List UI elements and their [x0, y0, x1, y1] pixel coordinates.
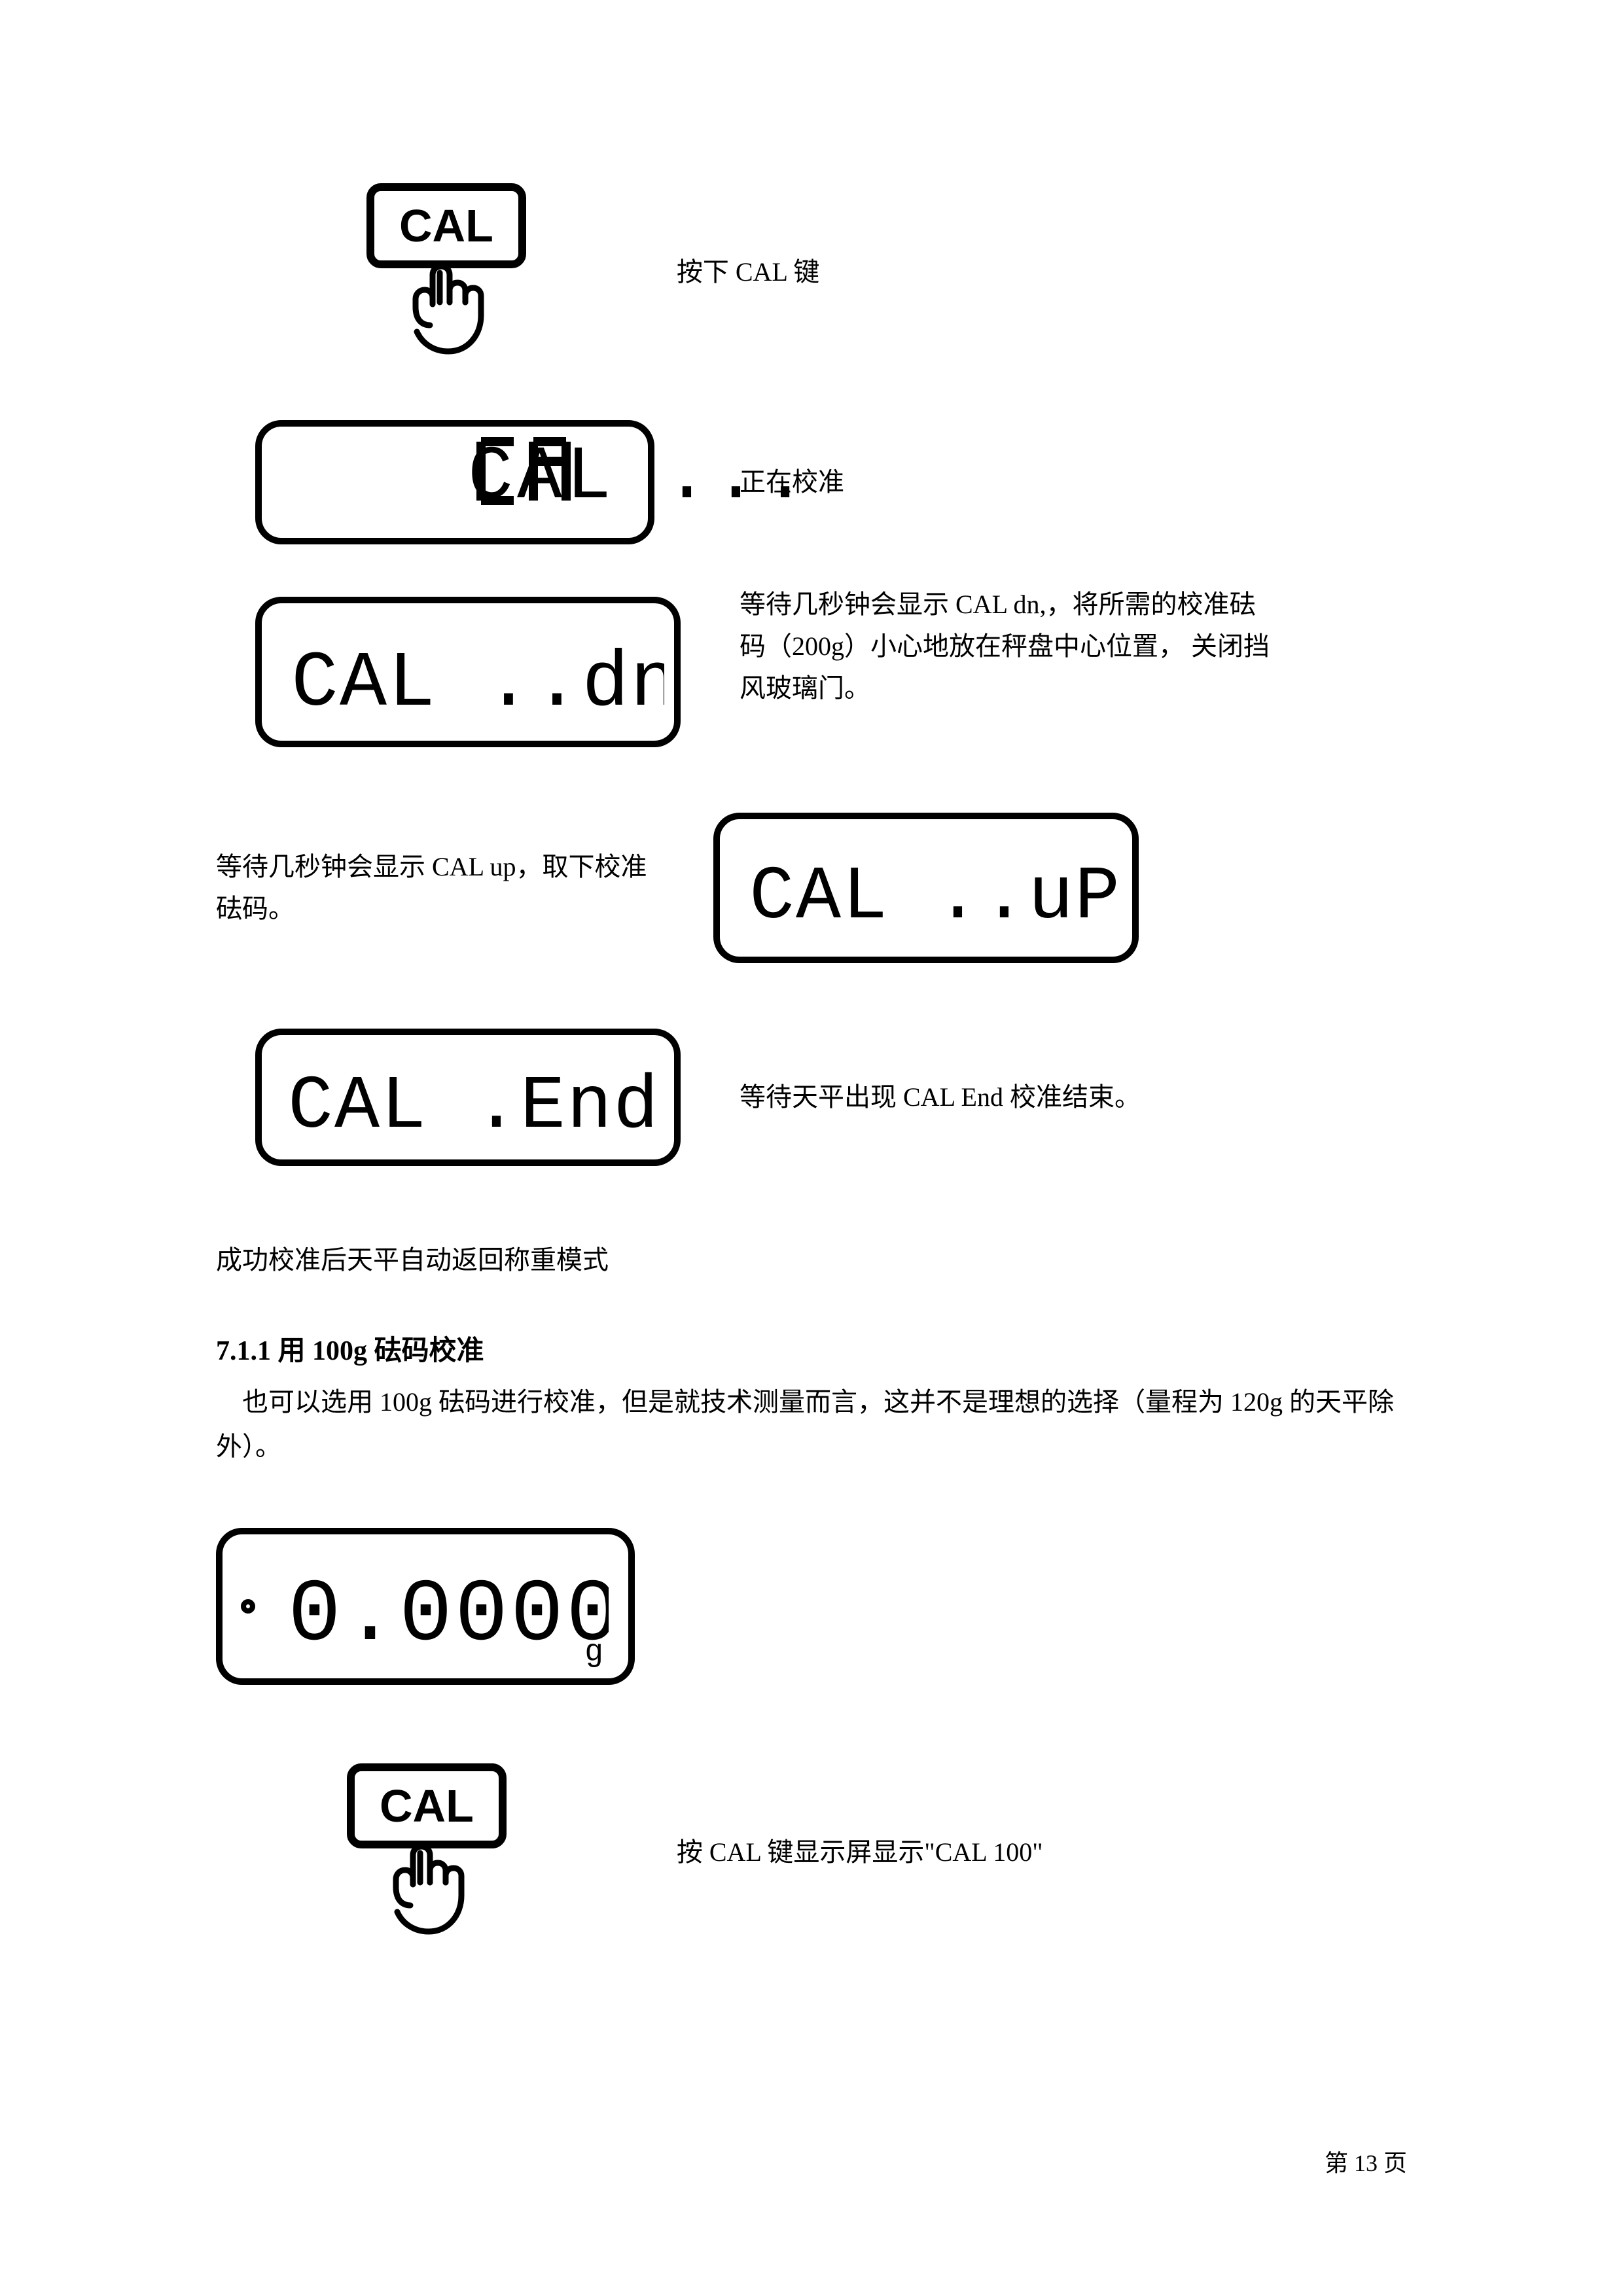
svg-text:CAL ..uP: CAL ..uP [749, 855, 1121, 940]
step-4-row: 等待几秒钟会显示 CAL up，取下校准砝码。 CAL ..uP [216, 813, 1407, 963]
lcd-cal-dn: CAL ..dn [255, 597, 681, 747]
stable-indicator-icon [241, 1599, 255, 1614]
step-6-row: CAL 按 CAL 键显示屏显示"CAL 100" [347, 1763, 1407, 1941]
section-heading: 7.1.1 用 100g 砝码校准 [216, 1328, 1407, 1368]
page: CAL 按下 CAL 键 [0, 0, 1623, 2296]
cal-button-2[interactable]: CAL [347, 1763, 507, 1848]
section-number: 7.1.1 [216, 1336, 271, 1366]
lcd-svg-cal-dots: CAL ... [455, 425, 821, 517]
lcd-cal-up: CAL ..uP [713, 813, 1139, 963]
svg-text:CAL ...: CAL ... [468, 434, 812, 517]
zero-display-row: 0.0000 g [216, 1528, 1407, 1685]
section-body: 也可以选用 100g 砝码进行校准，但是就技术测量而言，这并不是理想的选择（量程… [216, 1380, 1407, 1469]
lcd-cal-end: CAL .End [255, 1029, 681, 1166]
cal-button[interactable]: CAL [366, 183, 526, 268]
step-3-row: CAL ..dn 等待几秒钟会显示 CAL dn,，将所需的校准砝码（200g）… [255, 584, 1407, 747]
after-note: 成功校准后天平自动返回称重模式 [216, 1238, 1407, 1282]
lcd-cal-dots-text: CAL ... [88, 344, 821, 621]
step-4-text: 等待几秒钟会显示 CAL up，取下校准砝码。 [216, 846, 713, 930]
section-title: 用 100g 砝码校准 [278, 1336, 484, 1366]
step-6-text: 按 CAL 键显示屏显示"CAL 100" [507, 1831, 1407, 1873]
step-5-text: 等待天平出现 CAL End 校准结束。 [681, 1076, 1407, 1118]
press-finger-icon-2 [381, 1843, 473, 1941]
footer-page-number: 13 [1354, 2150, 1378, 2176]
lcd-zero: 0.0000 g [216, 1528, 635, 1685]
lcd-zero-unit: g [584, 1635, 603, 1670]
page-footer: 第 13 页 [1325, 2144, 1407, 2178]
lcd-zero-value: 0.0000 [288, 1566, 609, 1666]
step-5-row: CAL .End 等待天平出现 CAL End 校准结束。 [255, 1029, 1407, 1166]
cal-button-graphic: CAL [366, 183, 526, 361]
footer-prefix: 第 [1325, 2150, 1354, 2176]
step-1-row: CAL 按下 CAL 键 [366, 183, 1407, 361]
step-2-row: CAL ... 正在校准 [255, 420, 1407, 544]
footer-suffix: 页 [1378, 2150, 1407, 2176]
cal-button-graphic-2: CAL [347, 1763, 507, 1941]
lcd-cal-dots: CAL ... [255, 420, 654, 544]
svg-text:CAL ..dn: CAL ..dn [291, 640, 664, 729]
lcd-svg-cal-end: CAL .End [272, 1042, 664, 1153]
lcd-svg-zero: 0.0000 [242, 1541, 609, 1672]
step-1-text: 按下 CAL 键 [526, 251, 1407, 293]
svg-text:CAL .End: CAL .End [288, 1064, 660, 1150]
lcd-svg-cal-up: CAL ..uP [730, 829, 1122, 947]
lcd-svg-cal-dn: CAL ..dn [272, 613, 664, 731]
